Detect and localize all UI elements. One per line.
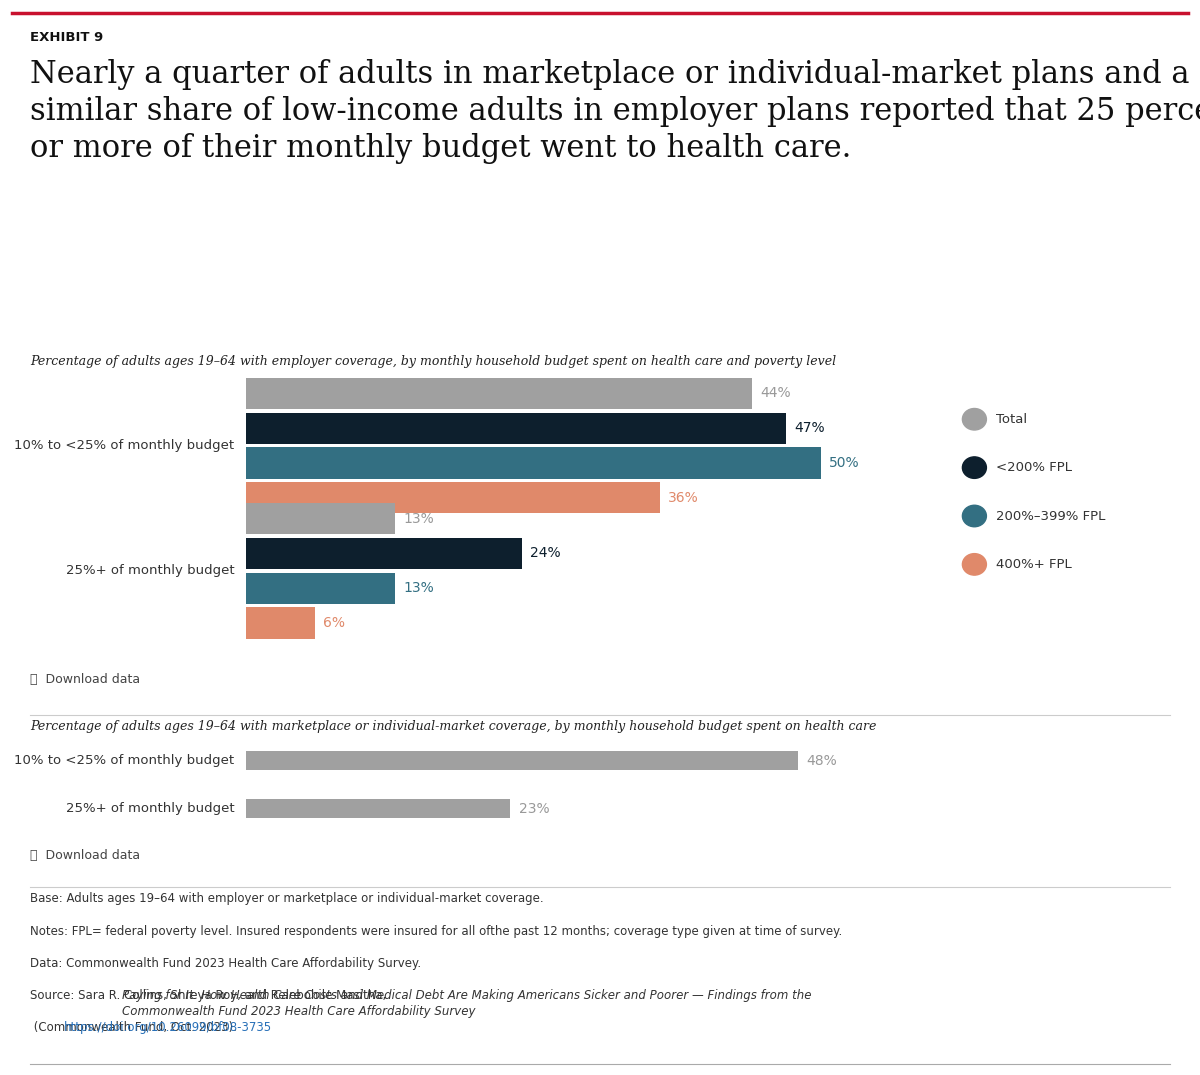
Text: Base: Adults ages 19–64 with employer or marketplace or individual-market covera: Base: Adults ages 19–64 with employer or… <box>30 892 544 905</box>
Text: https://doi.org/10.26099/bf08-3735: https://doi.org/10.26099/bf08-3735 <box>64 1021 271 1034</box>
Bar <box>246 538 522 569</box>
Text: Percentage of adults ages 19–64 with employer coverage, by monthly household bud: Percentage of adults ages 19–64 with emp… <box>30 355 836 368</box>
Text: <200% FPL: <200% FPL <box>996 461 1072 474</box>
Text: Percentage of adults ages 19–64 with marketplace or individual-market coverage, : Percentage of adults ages 19–64 with mar… <box>30 720 876 733</box>
Text: 25%+ of monthly budget: 25%+ of monthly budget <box>66 564 234 577</box>
Text: 13%: 13% <box>403 582 434 596</box>
Text: ⤓  Download data: ⤓ Download data <box>30 673 140 686</box>
Bar <box>246 377 752 410</box>
Text: 48%: 48% <box>806 754 836 768</box>
Bar <box>246 447 821 478</box>
Text: 50%: 50% <box>829 456 859 470</box>
Text: Source: Sara R. Collins, Shreya Roy, and Relebohile Masitha,: Source: Sara R. Collins, Shreya Roy, and… <box>30 989 390 1002</box>
Text: 44%: 44% <box>760 387 791 401</box>
Text: Data: Commonwealth Fund 2023 Health Care Affordability Survey.: Data: Commonwealth Fund 2023 Health Care… <box>30 957 421 970</box>
Text: 6%: 6% <box>323 616 346 630</box>
Bar <box>246 607 314 639</box>
Text: 25%+ of monthly budget: 25%+ of monthly budget <box>66 802 234 815</box>
Text: EXHIBIT 9: EXHIBIT 9 <box>30 31 103 44</box>
Text: ⤓  Download data: ⤓ Download data <box>30 849 140 862</box>
Text: 10% to <25% of monthly budget: 10% to <25% of monthly budget <box>14 755 234 768</box>
Text: (Commonwealth Fund, Oct. 2023).: (Commonwealth Fund, Oct. 2023). <box>30 1021 241 1034</box>
Text: 400%+ FPL: 400%+ FPL <box>996 558 1072 571</box>
Text: 47%: 47% <box>794 421 826 435</box>
Bar <box>246 413 786 444</box>
Text: Nearly a quarter of adults in marketplace or individual-market plans and a
simil: Nearly a quarter of adults in marketplac… <box>30 59 1200 164</box>
Text: Notes: FPL= federal poverty level. Insured respondents were insured for all ofth: Notes: FPL= federal poverty level. Insur… <box>30 924 842 937</box>
Text: Paying for It: How Health Care Costs and Medical Debt Are Making Americans Sicke: Paying for It: How Health Care Costs and… <box>122 989 812 1018</box>
Bar <box>246 799 510 818</box>
Bar <box>246 573 396 604</box>
Bar <box>246 503 396 534</box>
Text: 10% to <25% of monthly budget: 10% to <25% of monthly budget <box>14 440 234 453</box>
Text: 200%–399% FPL: 200%–399% FPL <box>996 510 1105 522</box>
Text: 13%: 13% <box>403 512 434 526</box>
Bar <box>246 483 660 514</box>
Text: 23%: 23% <box>518 802 550 816</box>
Bar <box>246 751 798 771</box>
Text: 24%: 24% <box>530 546 560 560</box>
Text: Total: Total <box>996 413 1027 426</box>
Text: 36%: 36% <box>668 491 698 505</box>
